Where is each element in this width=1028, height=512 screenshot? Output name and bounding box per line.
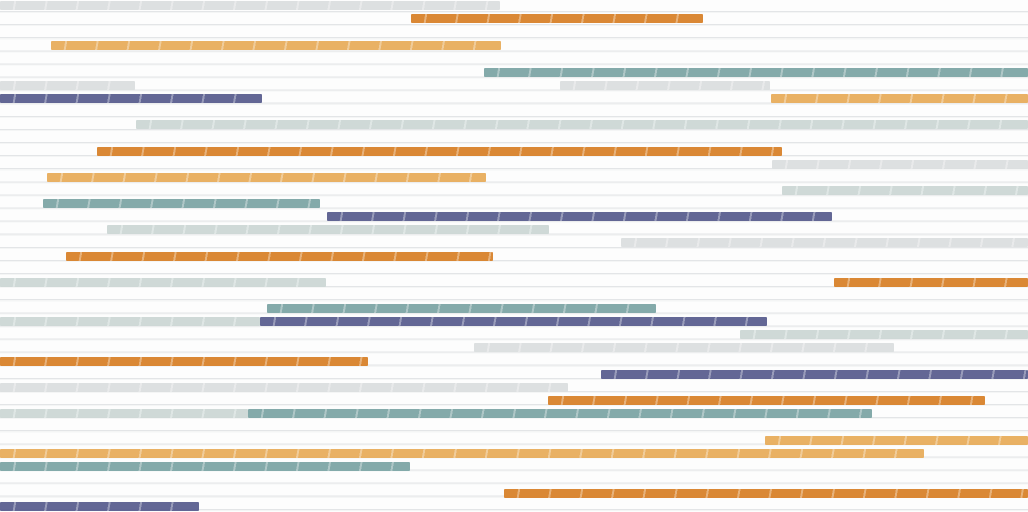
stripe-orange [504, 489, 1028, 498]
stripe-yellow [47, 173, 486, 182]
stripe-pale [0, 278, 326, 287]
stripe-yellow [771, 94, 1028, 103]
stripe-gray [0, 81, 135, 90]
stripe-yellow [51, 41, 501, 50]
stripe-pale [0, 317, 260, 326]
stripe-gray [0, 1, 500, 10]
stripe-pale [0, 409, 248, 418]
stripe-gray [772, 160, 1028, 169]
stripe-gray [621, 238, 1028, 247]
stripe-navy [0, 502, 199, 511]
stripe-pale [782, 186, 1028, 195]
stripe-gray [474, 343, 894, 352]
stripe-orange [834, 278, 1028, 287]
stripe-gray [0, 383, 568, 392]
stripe-orange [0, 357, 368, 366]
stripe-orange [548, 396, 985, 405]
stripe-orange [97, 147, 782, 156]
stripe-teal [484, 68, 1028, 77]
stripe-navy [260, 317, 767, 326]
stripe-pale [740, 330, 1028, 339]
stripe-gray [560, 81, 770, 90]
stripe-teal [0, 462, 410, 471]
stripe-yellow [765, 436, 1028, 445]
stripe-navy [327, 212, 832, 221]
stripe-yellow [0, 449, 924, 458]
stripe-orange [66, 252, 493, 261]
stripe-pale [136, 120, 1028, 129]
stripe-pale [107, 225, 549, 234]
stripe-teal [43, 199, 320, 208]
stripe-teal [248, 409, 872, 418]
stripe-teal [267, 304, 656, 313]
stripe-orange [411, 14, 703, 23]
stripe-navy [601, 370, 1028, 379]
stripe-navy [0, 94, 262, 103]
